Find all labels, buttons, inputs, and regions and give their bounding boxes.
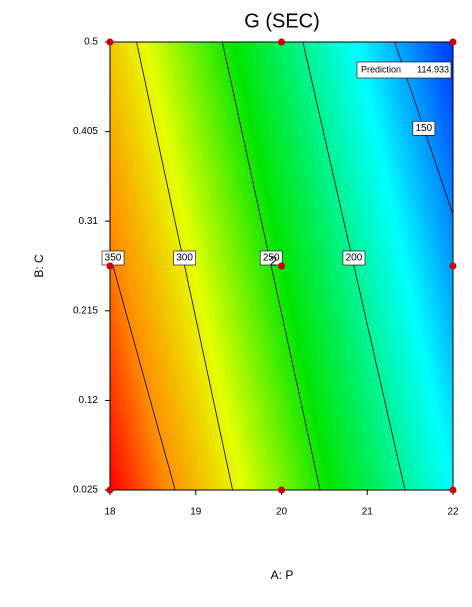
- design-point: [449, 486, 457, 494]
- design-point: [449, 262, 457, 270]
- design-point: [278, 486, 285, 494]
- contour-line: [110, 255, 176, 490]
- design-point: [106, 38, 114, 46]
- chart-title: G (SEC): [244, 10, 320, 32]
- contour-label: 200: [346, 253, 363, 264]
- design-point: [106, 262, 114, 270]
- y-tick-label: 0.215: [73, 305, 98, 316]
- x-axis-label: A: P: [271, 568, 294, 582]
- contour-label-box: [412, 120, 436, 136]
- prediction-label: Prediction: [361, 64, 401, 74]
- contour-label-box: [173, 250, 196, 266]
- contour-line: [136, 42, 234, 490]
- x-tick-label: 18: [104, 507, 116, 518]
- design-point: [449, 38, 457, 46]
- design-point: [106, 486, 114, 494]
- contour-label-box: [259, 250, 283, 266]
- y-tick-label: 0.025: [73, 485, 98, 496]
- contour-label-box: [342, 250, 366, 266]
- y-axis-label: B: C: [32, 254, 46, 278]
- design-point: [278, 38, 285, 46]
- prediction-box: [356, 61, 452, 79]
- x-tick-label: 22: [447, 507, 459, 518]
- prediction-value: 114.933: [417, 64, 449, 74]
- contour-label: 300: [176, 253, 193, 264]
- x-tick-label: 19: [190, 507, 202, 518]
- y-tick-label: 0.31: [79, 216, 99, 227]
- x-tick-label: 20: [276, 507, 288, 518]
- contour-line: [302, 42, 406, 490]
- y-tick-label: 0.12: [79, 395, 99, 406]
- replicate-label: 2: [270, 253, 277, 268]
- contour-label: 150: [416, 123, 433, 134]
- contour-label: 350: [105, 253, 122, 264]
- contour-line: [221, 42, 321, 490]
- contour-label: 250: [263, 253, 280, 264]
- y-tick-label: 0.5: [84, 37, 98, 48]
- x-tick-label: 21: [362, 507, 374, 518]
- design-point: [278, 262, 285, 270]
- y-tick-label: 0.405: [73, 126, 98, 137]
